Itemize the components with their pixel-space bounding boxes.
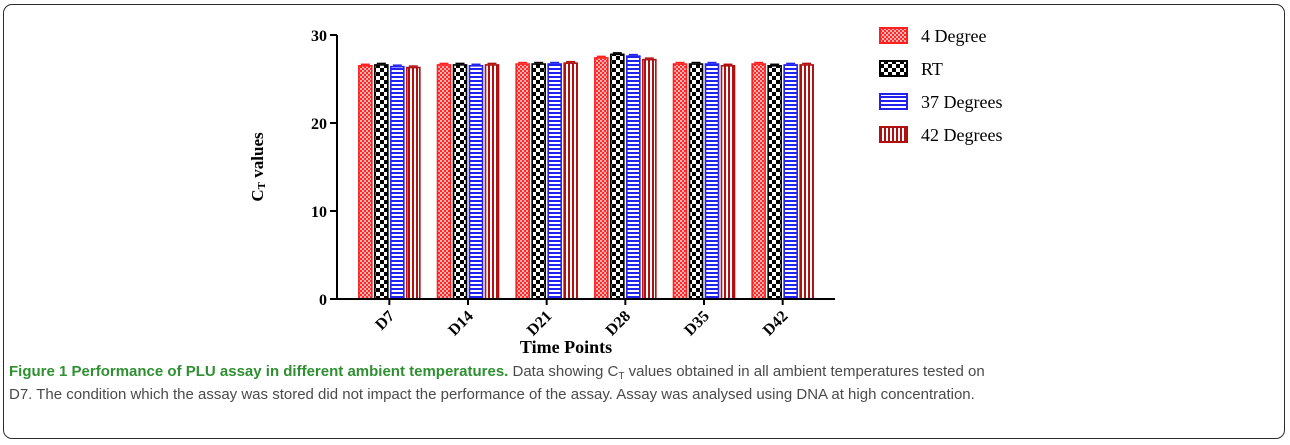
legend-label: 42 Degrees [921, 125, 1002, 145]
legend-swatch [879, 93, 908, 110]
x-tick-label: D35 [681, 308, 713, 340]
caption-text-1a: Data showing C [512, 363, 619, 380]
bar-D14-42-degrees [484, 64, 500, 300]
bar-chart: 0 10 20 30 D7 D14 D21 D28 D35 D42 CT values Time… [248, 26, 1002, 357]
y-axis-title: CT values [248, 132, 268, 202]
caption-line-2: D7. The condition which the assay was st… [9, 383, 1279, 406]
legend-label: 4 Degree [921, 26, 986, 46]
y-axis: 0 10 20 30 [311, 28, 338, 309]
caption-text-1b: values obtained in all ambient temperatu… [624, 363, 985, 380]
bar-D28-42-degrees [642, 58, 657, 300]
caption-label: Figure 1 [9, 363, 68, 380]
bars [358, 52, 814, 300]
bar-D21-42-degrees [563, 62, 578, 300]
x-axis-title: Time Points [520, 337, 612, 357]
legend-swatch [879, 126, 908, 143]
x-tick-label: D14 [445, 308, 477, 340]
bar-D35-42-degrees [720, 65, 736, 300]
y-tick-label: 30 [311, 28, 327, 45]
y-tick-label: 0 [319, 292, 327, 309]
bar-D28-37-degrees [626, 55, 641, 300]
caption-title: Performance of PLU assay in different am… [71, 363, 509, 380]
x-axis: D7 D14 D21 D28 D35 D42 [337, 298, 835, 340]
bar-D7-37-degrees [390, 65, 405, 300]
x-tick-label: D28 [603, 308, 635, 340]
bar-D42-42-degrees [799, 64, 814, 300]
x-tick-label: D42 [760, 308, 792, 340]
caption-text-2: D7. The condition which the assay was st… [9, 386, 975, 403]
bar-D14-4-degree [436, 64, 452, 300]
legend-label: 37 Degrees [921, 92, 1002, 112]
bar-D35-37-degrees [704, 63, 720, 300]
caption-subscript: T [618, 371, 625, 382]
bar-D28-rt [610, 53, 625, 300]
bar-D14-rt [452, 64, 468, 300]
x-tick-label: D21 [524, 308, 556, 340]
legend-swatch [879, 60, 908, 77]
bar-D42-4-degree [751, 63, 766, 300]
bar-D7-4-degree [358, 65, 373, 300]
figure-caption: Figure 1 Performance of PLU assay in dif… [9, 360, 1279, 406]
legend-label: RT [921, 59, 943, 79]
y-tick-label: 20 [311, 116, 327, 133]
legend: 4 Degree RT 37 Degrees 42 Degrees [879, 26, 1002, 145]
legend-swatch [879, 27, 908, 44]
x-tick-label: D7 [372, 308, 398, 334]
bar-D42-rt [767, 65, 782, 300]
bar-D35-rt [688, 63, 704, 300]
bar-D21-37-degrees [547, 63, 562, 300]
bar-D42-37-degrees [783, 64, 798, 300]
bar-D7-rt [374, 64, 389, 300]
bar-D7-42-degrees [406, 66, 421, 300]
bar-D28-4-degree [594, 57, 609, 300]
bar-D35-4-degree [672, 63, 688, 300]
y-tick-label: 10 [311, 204, 327, 221]
bar-D21-rt [531, 63, 546, 300]
bar-D21-4-degree [515, 63, 530, 300]
bar-D14-37-degrees [468, 65, 484, 300]
caption-line-1: Figure 1 Performance of PLU assay in dif… [9, 360, 1279, 383]
